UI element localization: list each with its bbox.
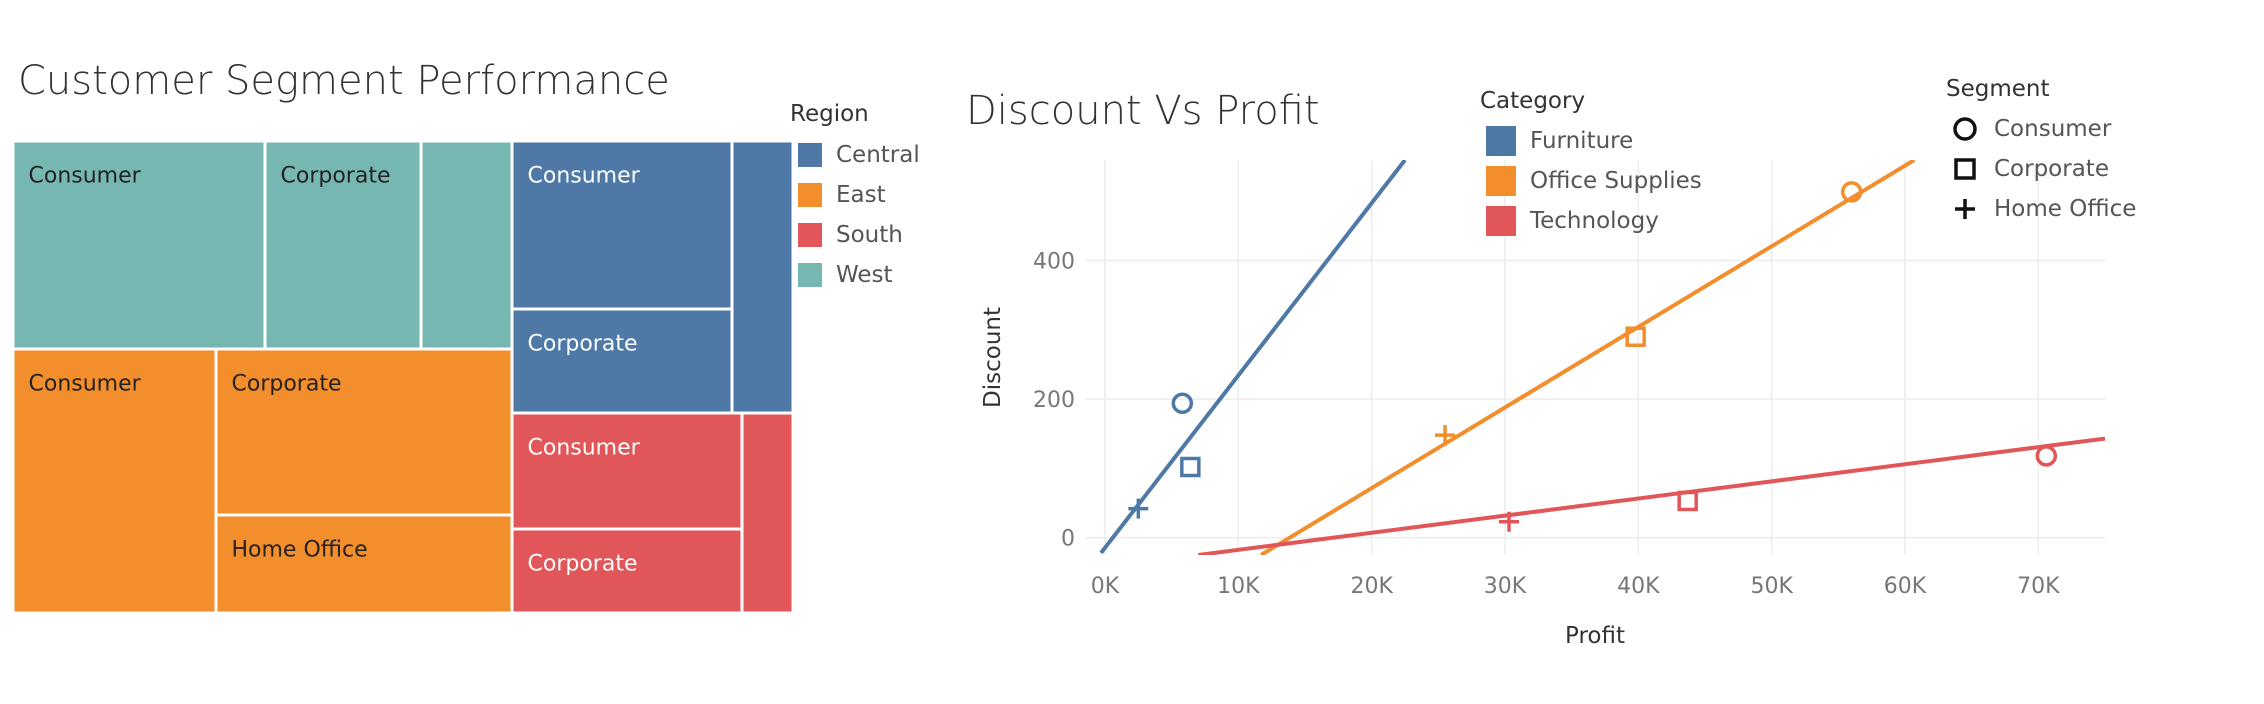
category-swatch-technology [1486,206,1516,236]
x-tick-label: 70K [2017,574,2060,599]
y-tick-label: 200 [1033,388,1075,413]
region-swatch-central [798,143,822,167]
point-office-supplies-consumer[interactable] [1840,181,1863,203]
segment-legend-label: Home Office [1994,196,2137,222]
x-tick-label: 20K [1350,574,1393,599]
region-legend-item-west[interactable]: West [798,262,893,288]
point-furniture-consumer[interactable] [1171,392,1194,414]
treemap-cell-consumer[interactable] [513,414,741,528]
treemap-cell-label: Corporate [232,372,342,397]
x-axis-title: Profit [1565,623,1625,649]
x-tick-label: 40K [1617,574,1660,599]
scatter-title: Discount Vs Profit [966,88,1320,134]
region-legend-label: West [836,262,893,288]
category-legend-title: Category [1480,88,1586,114]
treemap-title: Customer Segment Performance [18,58,670,104]
category-legend-label: Technology [1530,208,1659,234]
treemap-cell-label: Home Office [232,538,368,563]
treemap-cell-corporate[interactable] [266,142,420,348]
treemap-cell-home-office[interactable] [217,516,511,612]
point-furniture-corporate[interactable] [1180,456,1201,478]
segment-legend-title: Segment [1946,76,2050,102]
region-legend-item-south[interactable]: South [798,222,903,248]
segment-legend-item-corporate[interactable]: Corporate [1950,154,2109,184]
segment-legend-label: Consumer [1994,116,2112,142]
region-legend-item-east[interactable]: East [798,182,886,208]
treemap-chart: Consumer Corporate Consumer Corporate Consum… [14,142,792,612]
treemap-cell-label: Corporate [528,552,638,577]
treemap-cell-label: Consumer [29,164,142,189]
point-technology-corporate[interactable] [1677,490,1698,512]
y-axis-title: Discount [980,307,1006,408]
point-office-supplies-corporate[interactable] [1625,326,1646,347]
treemap-cell-corporate[interactable] [217,350,511,514]
treemap-cell-consumer[interactable] [14,142,264,348]
treemap-cell-consumer[interactable] [513,142,731,308]
point-office-supplies-home-office[interactable] [1435,425,1455,446]
segment-legend-item-consumer[interactable]: Consumer [1950,114,2111,144]
trendline-office-supplies [1259,160,1916,555]
x-tick-label: 60K [1884,574,1927,599]
x-tick-label: 50K [1750,574,1793,599]
segment-legend-item-home-office[interactable]: Home Office [1950,194,2136,224]
treemap-cell-label: Consumer [29,372,142,397]
segment-legend-label: Corporate [1994,156,2109,182]
point-technology-home-office[interactable] [1499,511,1519,532]
treemap-cell-corporate[interactable] [513,530,741,612]
x-tick-label: 30K [1484,574,1527,599]
category-swatch-furniture [1486,126,1516,156]
region-legend-title: Region [790,101,869,127]
plus-icon [1955,199,1975,219]
treemap-cell-label: Consumer [528,436,641,461]
x-tick-label: 10K [1217,574,1260,599]
category-swatch-office-supplies [1486,166,1516,196]
point-furniture-home-office[interactable] [1128,498,1149,519]
square-icon [1954,158,1976,180]
trendline-furniture [1099,160,1407,555]
region-legend-label: Central [836,142,920,168]
treemap-cell-unlabeled[interactable] [422,142,511,348]
region-swatch-south [798,223,822,247]
point-technology-consumer[interactable] [2035,445,2058,467]
category-legend-item-technology[interactable]: Technology [1486,206,1659,236]
treemap-cell-unlabeled[interactable] [733,142,792,412]
category-legend-item-furniture[interactable]: Furniture [1486,126,1633,156]
category-legend-label: Furniture [1530,128,1634,154]
treemap-cell-unlabeled[interactable] [743,414,792,612]
region-swatch-east [798,183,822,207]
treemap-cell-consumer[interactable] [14,350,215,612]
category-legend-item-office-supplies[interactable]: Office Supplies [1486,166,1702,196]
y-tick-label: 0 [1061,527,1075,552]
treemap-cell-label: Corporate [528,332,638,357]
category-legend-label: Office Supplies [1530,168,1702,194]
region-swatch-west [798,263,822,287]
trendline-technology [1198,436,2105,555]
x-tick-label: 0K [1091,574,1120,599]
treemap-cell-label: Consumer [528,164,641,189]
treemap-cell-corporate[interactable] [513,310,731,412]
treemap-cell-label: Corporate [281,164,391,189]
region-legend-item-central[interactable]: Central [798,142,920,168]
scatter-chart: 0K 10K 20K 30K 40K 50K 60K 70K 0 200 400 Profit Disc… [980,160,2105,649]
region-legend-label: East [836,182,886,208]
circle-icon [1953,117,1977,141]
y-tick-label: 400 [1033,249,1075,274]
region-legend-label: South [836,222,903,248]
